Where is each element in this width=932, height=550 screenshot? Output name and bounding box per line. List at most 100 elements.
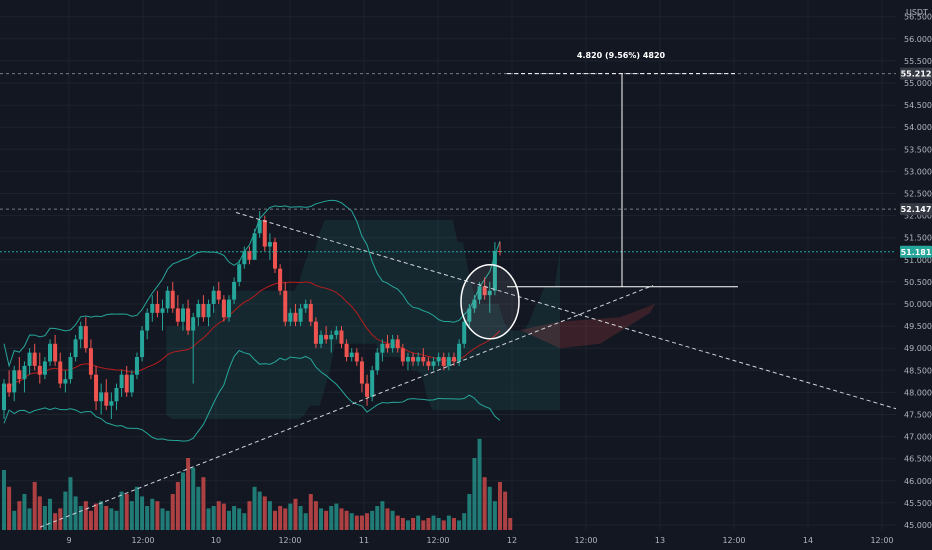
candle-body — [104, 392, 109, 406]
volume-bar — [278, 506, 283, 530]
time-tick: 10 — [211, 536, 221, 545]
volume-bar — [370, 510, 375, 530]
volume-bar — [400, 518, 405, 530]
time-tick: 14 — [803, 536, 813, 545]
volume-bar — [349, 513, 354, 530]
price-tick: 52.500 — [904, 190, 932, 199]
candle-body — [359, 361, 364, 384]
time-tick: 13 — [655, 536, 665, 545]
candle-body — [349, 352, 354, 358]
volume-bar — [17, 501, 22, 530]
price-tick: 56.000 — [904, 35, 932, 44]
time-axis[interactable]: 9 12:00 10 12:00 11 12:00 12 12:00 13 12:00 14 12:0… — [66, 536, 893, 545]
highlight-ellipse — [460, 264, 520, 340]
price-tick: 55.500 — [904, 57, 932, 66]
candle-body — [242, 250, 247, 265]
time-tick: 9 — [66, 536, 71, 545]
candle-body — [42, 361, 47, 375]
candle-body — [237, 264, 242, 282]
grid — [0, 0, 896, 530]
candle-body — [293, 312, 298, 322]
volume-bar — [467, 494, 472, 530]
volume-bar — [262, 496, 267, 530]
candle-body — [426, 361, 431, 366]
volume-bar — [395, 515, 400, 530]
price-tick: 50.500 — [904, 278, 932, 287]
candle-body — [252, 233, 257, 260]
price-axis[interactable]: USDT 45.000 45.500 46.000 46.500 47.000 47.50… — [904, 8, 932, 530]
volume-bar — [114, 510, 119, 530]
candle-body — [88, 348, 93, 375]
price-tick: 45.000 — [904, 521, 932, 530]
candle-body — [150, 304, 155, 313]
volume-bar — [37, 496, 42, 530]
volume-bar — [7, 486, 12, 530]
volume-bar — [416, 515, 421, 530]
candle-body — [262, 220, 267, 247]
candle-body — [124, 374, 129, 393]
candles[interactable] — [2, 211, 502, 419]
candle-body — [431, 361, 436, 366]
volume-bar — [221, 503, 226, 530]
volume-bar — [119, 491, 124, 530]
candle-body — [308, 304, 313, 322]
price-tick: 54.500 — [904, 101, 932, 110]
currency-label: USDT — [906, 8, 928, 17]
candle-body — [175, 308, 180, 322]
band-upper — [3, 199, 501, 368]
price-tag — [900, 67, 932, 80]
candle-body — [395, 339, 400, 349]
candle-body — [411, 357, 416, 362]
volume-bar — [283, 508, 288, 530]
volume-bar — [431, 515, 436, 530]
candle-body — [283, 290, 288, 322]
price-tick: 55.000 — [904, 79, 932, 88]
candle-body — [339, 330, 344, 344]
candle-body — [99, 392, 104, 402]
candle-body — [354, 352, 359, 362]
candle-body — [186, 308, 191, 331]
candle-body — [298, 308, 303, 322]
ichimoku-cloud — [166, 220, 655, 419]
volume-bar — [482, 477, 487, 530]
time-tick: 12 — [507, 536, 517, 545]
volume-bar — [477, 438, 482, 530]
volume-bar — [63, 491, 68, 530]
volume-bar — [216, 501, 221, 530]
volume-bar — [232, 506, 237, 530]
volume-bar — [339, 508, 344, 530]
price-tags: 55.212 52.147 51.181 — [900, 67, 932, 258]
volume-bar — [498, 482, 502, 530]
candle-body — [232, 281, 237, 300]
candle-body — [160, 308, 165, 313]
candle-body — [211, 290, 216, 304]
candle-body — [482, 286, 487, 296]
volume-bar — [145, 506, 150, 530]
volume-bar — [421, 520, 426, 530]
price-tick: 51.000 — [904, 256, 932, 265]
volume-bar — [273, 510, 278, 530]
price-tick: 48.000 — [904, 388, 932, 397]
volume-bar — [319, 508, 324, 530]
trendline-support — [39, 284, 654, 528]
volume-bar — [451, 518, 456, 530]
candle-body — [303, 304, 308, 309]
candle-body — [63, 379, 68, 384]
candle-body — [400, 348, 405, 362]
candle-body — [94, 374, 99, 402]
price-tick: 49.000 — [904, 344, 932, 353]
candle-body — [58, 361, 63, 384]
band-lower — [3, 349, 501, 442]
volume-bar — [2, 470, 6, 530]
candle-body — [416, 357, 421, 362]
candle-body — [329, 334, 334, 340]
candle-body — [170, 290, 175, 309]
candle-body — [319, 334, 324, 344]
volume-bar — [140, 496, 145, 530]
volume-bar — [150, 498, 155, 530]
volume-bar — [308, 494, 313, 530]
volume-bar — [354, 515, 359, 530]
candle-body — [288, 312, 293, 322]
candle-body — [405, 357, 410, 362]
